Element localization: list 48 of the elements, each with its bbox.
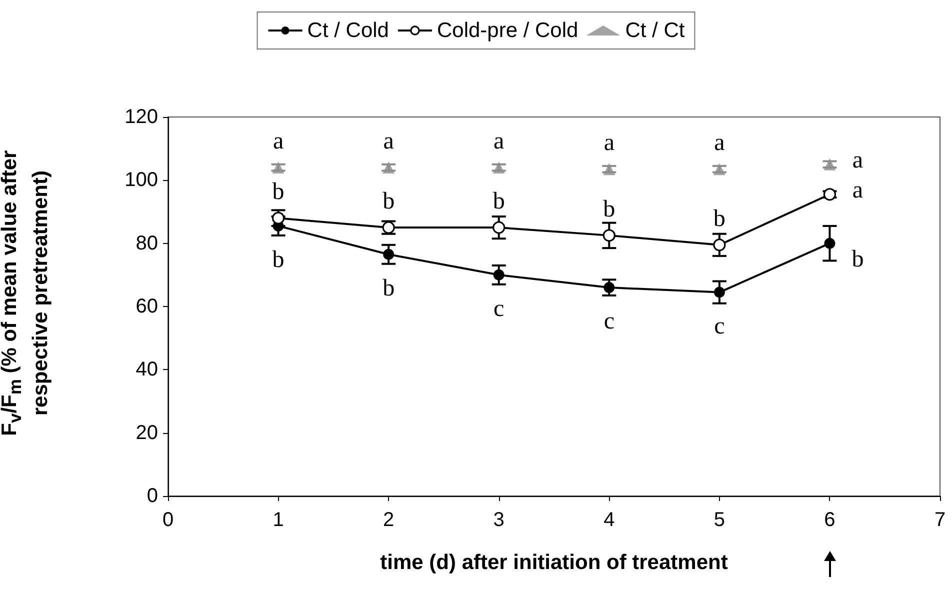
y-tick-label: 80 — [136, 232, 158, 254]
point — [713, 238, 726, 252]
annotation: a — [714, 130, 726, 156]
x-tick-label: 4 — [604, 509, 615, 531]
y-tick-label: 100 — [124, 169, 158, 192]
annotation: b — [492, 188, 505, 215]
point — [713, 163, 726, 176]
legend-label: Ct / Ct — [625, 19, 685, 42]
x-axis-title: time (d) after initiation of treatment — [380, 551, 728, 574]
annotation: c — [494, 296, 504, 322]
x-tick-label: 0 — [162, 509, 174, 531]
annotation: b — [713, 206, 726, 232]
annotation: a — [494, 128, 505, 155]
annotation: b — [603, 196, 616, 222]
annotation: c — [604, 308, 614, 335]
point — [824, 158, 836, 170]
legend-label: Ct / Cold — [307, 19, 389, 42]
y-tick-label: 0 — [146, 485, 158, 507]
point — [383, 248, 394, 260]
x-tick-label: 5 — [714, 509, 725, 531]
annotation: b — [272, 179, 284, 206]
annotation: c — [714, 313, 725, 340]
y-tick-label: 20 — [136, 422, 158, 444]
annotation: b — [382, 188, 395, 215]
annotation: b — [852, 246, 864, 272]
annotation: b — [272, 246, 284, 273]
annotation: a — [604, 130, 615, 156]
annotation: a — [383, 128, 394, 155]
annotation: a — [272, 128, 284, 155]
x-tick-label: 7 — [934, 509, 946, 531]
y-tick-label: 40 — [136, 358, 158, 381]
point — [603, 163, 616, 176]
point — [714, 286, 725, 298]
x-tick-label: 6 — [824, 509, 836, 531]
point — [824, 238, 836, 249]
x-tick-label: 2 — [383, 509, 394, 531]
point — [492, 221, 506, 234]
annotation: a — [852, 177, 864, 204]
point — [604, 282, 615, 294]
y-tick-label: 60 — [136, 296, 158, 318]
annotation: a — [852, 147, 864, 174]
legend-label: Cold-pre / Cold — [436, 19, 578, 42]
annotation: b — [382, 275, 395, 302]
x-tick-label: 3 — [493, 509, 504, 531]
x-tick-label: 1 — [272, 509, 284, 531]
y-tick-label: 120 — [124, 106, 158, 128]
point — [493, 269, 504, 280]
point — [602, 229, 616, 242]
